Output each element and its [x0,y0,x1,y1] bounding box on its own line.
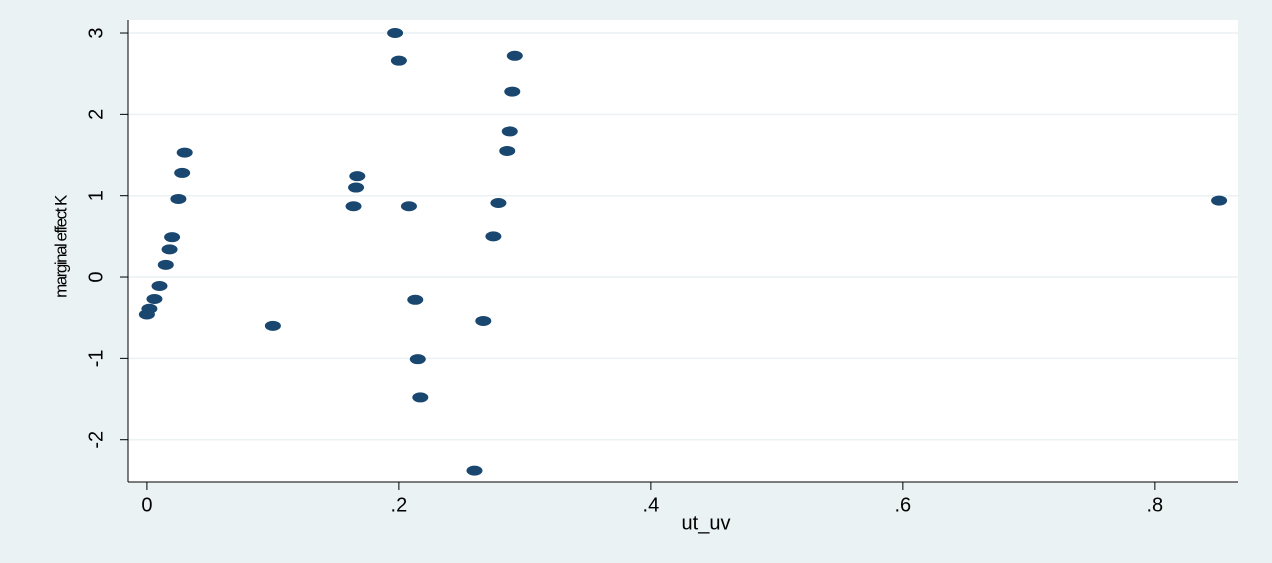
point [345,201,362,212]
point [349,171,366,182]
x-tick-label: .2 [391,494,408,516]
point [264,320,281,331]
x-tick-label: .6 [895,494,912,516]
point [161,244,178,255]
point [390,55,407,66]
point [176,147,193,158]
point [412,392,429,403]
point [501,126,518,137]
x-axis-label: ut_uv [682,512,731,534]
point [141,303,158,314]
point [348,182,365,193]
y-tick-label: 3 [85,27,107,38]
point [466,465,483,476]
point [409,354,426,365]
point [387,28,404,39]
point [170,193,187,204]
point [506,50,523,61]
point [1211,195,1228,206]
point [475,315,492,326]
point [490,198,507,209]
y-tick-label: -2 [85,431,107,449]
y-tick-label: 0 [85,271,107,282]
y-tick-label: 1 [85,190,107,201]
point [400,201,417,212]
point [485,231,502,242]
plot-area [128,20,1238,482]
x-tick-label: .4 [643,494,660,516]
point [146,293,163,304]
point [499,145,516,156]
point [164,232,181,243]
point [174,167,191,178]
y-axis-label: marginal effect K [51,194,70,298]
point [504,86,521,97]
point [157,259,174,270]
x-tick-label: 0 [141,494,152,516]
point [151,280,168,291]
x-tick-label: .8 [1147,494,1164,516]
y-tick-label: -1 [85,349,107,367]
point [407,294,424,305]
y-tick-label: 2 [85,109,107,120]
